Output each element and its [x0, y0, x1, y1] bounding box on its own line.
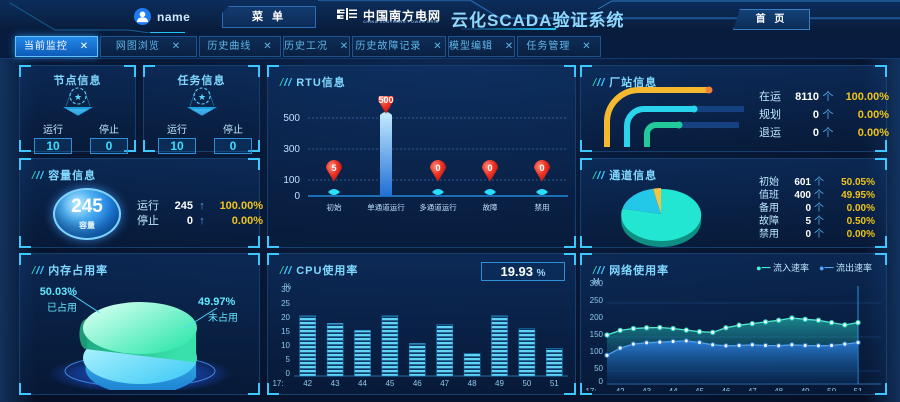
svg-text:42: 42: [616, 387, 625, 391]
svg-text:500: 500: [378, 96, 393, 105]
svg-text:25: 25: [281, 299, 290, 308]
svg-text:100: 100: [590, 347, 604, 356]
svg-text:51: 51: [854, 387, 863, 391]
svg-text:250: 250: [590, 296, 604, 305]
svg-text:10: 10: [281, 341, 290, 350]
svg-text:★: ★: [73, 92, 81, 102]
svg-text:49: 49: [801, 387, 810, 391]
svg-text:46: 46: [721, 387, 730, 391]
svg-text:多通道运行: 多通道运行: [419, 202, 457, 212]
svg-text:47: 47: [748, 387, 757, 391]
svg-text:初始: 初始: [327, 202, 342, 212]
svg-text:0: 0: [435, 163, 440, 173]
svg-text:500: 500: [283, 113, 300, 124]
svg-text:0: 0: [599, 377, 604, 386]
svg-text:45: 45: [385, 379, 394, 388]
svg-text:20: 20: [281, 313, 290, 322]
svg-text:50: 50: [827, 387, 836, 391]
svg-text:45: 45: [695, 387, 704, 391]
svg-text:5: 5: [286, 355, 291, 364]
svg-text:150: 150: [590, 330, 604, 339]
svg-text:200: 200: [590, 313, 604, 322]
svg-text:禁用: 禁用: [535, 203, 550, 212]
svg-text:44: 44: [358, 379, 367, 388]
svg-text:49: 49: [495, 379, 504, 388]
svg-text:51: 51: [550, 379, 559, 388]
svg-text:50: 50: [522, 379, 531, 388]
svg-text:0: 0: [539, 163, 544, 173]
svg-text:42: 42: [303, 379, 312, 388]
svg-text:43: 43: [642, 387, 651, 391]
svg-text:15: 15: [281, 327, 290, 336]
svg-text:故障: 故障: [483, 202, 498, 212]
svg-text:单通道运行: 单通道运行: [367, 202, 405, 212]
svg-text:17:: 17:: [272, 379, 283, 388]
svg-text:48: 48: [774, 387, 783, 391]
svg-text:★: ★: [197, 92, 205, 102]
svg-text:300: 300: [590, 279, 604, 288]
svg-text:5: 5: [331, 163, 336, 173]
svg-text:46: 46: [413, 379, 422, 388]
svg-text:0: 0: [294, 191, 300, 202]
svg-text:0: 0: [286, 369, 291, 378]
svg-text:17:: 17:: [585, 387, 596, 391]
svg-text:48: 48: [468, 379, 477, 388]
svg-text:300: 300: [283, 144, 300, 155]
svg-text:100: 100: [283, 175, 300, 186]
svg-text:43: 43: [331, 379, 340, 388]
svg-text:50: 50: [594, 364, 603, 373]
svg-text:44: 44: [669, 387, 678, 391]
svg-text:47: 47: [440, 379, 449, 388]
svg-text:30: 30: [281, 285, 290, 294]
svg-text:0: 0: [487, 163, 492, 173]
